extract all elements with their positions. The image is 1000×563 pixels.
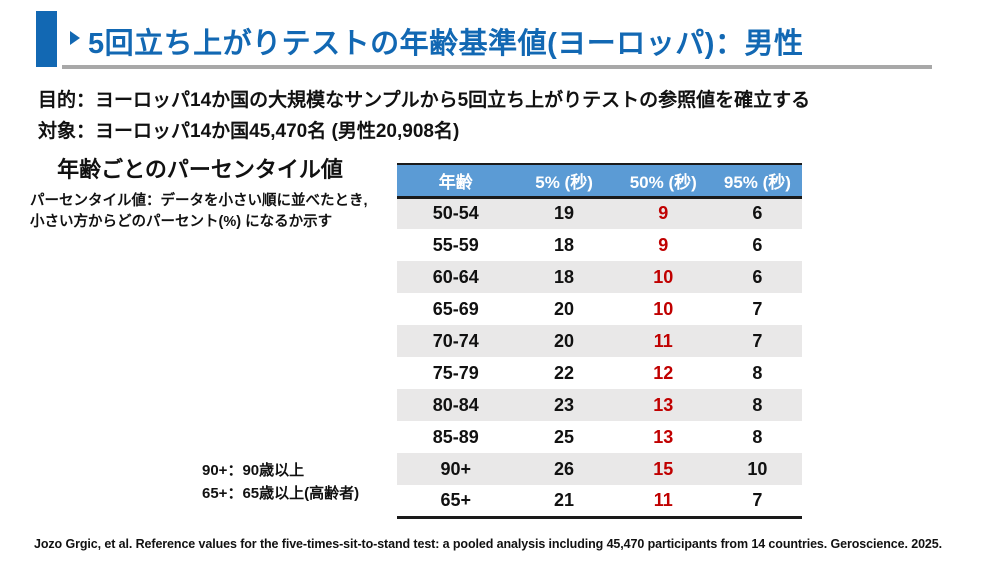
p95-cell: 7 <box>752 330 763 351</box>
p95-cell: 10 <box>747 458 768 479</box>
table-row: 65-69 20 10 7 <box>397 293 802 325</box>
table-row: 75-79 22 12 8 <box>397 357 802 389</box>
age-cell: 75-79 <box>432 362 479 383</box>
table-header-row: 年齢 5% (秒) 50% (秒) 95% (秒) <box>397 163 802 199</box>
title-accent-bar <box>36 11 57 67</box>
p50-cell: 12 <box>653 362 674 383</box>
age-cell: 55-59 <box>432 234 479 255</box>
table-row: 55-59 18 9 6 <box>397 229 802 261</box>
p50-cell: 13 <box>653 394 674 415</box>
p50-cell: 10 <box>653 266 674 287</box>
p5-cell: 22 <box>554 362 575 383</box>
age-cell: 85-89 <box>432 426 479 447</box>
age-cell: 90+ <box>440 458 471 479</box>
citation-text: Jozo Grgic, et al. Reference values for … <box>34 537 943 551</box>
table-row: 85-89 25 13 8 <box>397 421 802 453</box>
title-underline <box>62 65 932 69</box>
p50-cell: 11 <box>613 485 713 519</box>
table-row: 80-84 23 13 8 <box>397 389 802 421</box>
p95-cell: 8 <box>752 426 763 447</box>
definition-line-1: パーセンタイル値：データを小さい順に並べたとき, <box>30 193 368 209</box>
p95-cell: 7 <box>712 485 802 519</box>
section-heading: 年齢ごとのパーセンタイル値 <box>57 157 343 182</box>
definition-line-2: 小さい方からどのパーセント(%) になるか示す <box>30 214 333 230</box>
col-header-age: 年齢 <box>397 163 515 199</box>
p5-cell: 25 <box>554 426 575 447</box>
slide-title: 5回立ち上がりテストの年齢基準値(ヨーロッパ)：男性 <box>88 28 804 60</box>
p95-cell: 8 <box>752 394 763 415</box>
p5-cell: 20 <box>554 330 575 351</box>
percentile-table: 年齢 5% (秒) 50% (秒) 95% (秒) 50-54 19 9 6 5… <box>397 163 802 519</box>
percentile-definition: パーセンタイル値：データを小さい順に並べたとき, 小さい方からどのパーセント(%)… <box>30 191 400 233</box>
age-group-notes: 90+：90歳以上 65+：65歳以上(高齢者) <box>202 459 359 505</box>
table-row: 90+ 26 15 10 <box>397 453 802 485</box>
p5-cell: 23 <box>554 394 575 415</box>
p5-cell: 21 <box>514 485 614 519</box>
col-header-p50: 50% (秒) <box>613 163 713 199</box>
age-cell: 70-74 <box>432 330 479 351</box>
p50-cell: 11 <box>653 330 673 351</box>
p95-cell: 8 <box>752 362 763 383</box>
subjects-text: 対象：ヨーロッパ14か国45,470名 (男性20,908名) <box>38 121 460 142</box>
p5-cell: 26 <box>554 458 575 479</box>
p95-cell: 6 <box>752 234 763 255</box>
p5-cell: 18 <box>554 234 575 255</box>
p50-cell: 13 <box>653 426 674 447</box>
p5-cell: 20 <box>554 298 575 319</box>
table-row: 70-74 20 11 7 <box>397 325 802 357</box>
col-header-p95: 95% (秒) <box>712 163 802 199</box>
purpose-text: 目的：ヨーロッパ14か国の大規模なサンプルから5回立ち上がりテストの参照値を確立… <box>38 90 811 111</box>
table-row: 65+ 21 11 7 <box>397 485 802 519</box>
age-cell: 65-69 <box>432 298 479 319</box>
note-90plus: 90+：90歳以上 <box>202 462 305 479</box>
table-row: 60-64 18 10 6 <box>397 261 802 293</box>
p50-cell: 15 <box>653 458 674 479</box>
p5-cell: 18 <box>554 266 575 287</box>
age-cell: 65+ <box>397 485 515 519</box>
age-cell: 80-84 <box>432 394 479 415</box>
table-row: 50-54 19 9 6 <box>397 197 802 229</box>
p5-cell: 19 <box>554 203 575 224</box>
p95-cell: 7 <box>752 298 763 319</box>
p95-cell: 6 <box>752 203 763 224</box>
arrow-bullet-icon <box>70 31 80 45</box>
p50-cell: 9 <box>658 203 669 224</box>
age-cell: 50-54 <box>432 203 479 224</box>
p95-cell: 6 <box>752 266 763 287</box>
p50-cell: 10 <box>653 298 674 319</box>
p50-cell: 9 <box>658 234 669 255</box>
age-cell: 60-64 <box>432 266 479 287</box>
col-header-p5: 5% (秒) <box>514 163 614 199</box>
note-65plus: 65+：65歳以上(高齢者) <box>202 485 360 502</box>
